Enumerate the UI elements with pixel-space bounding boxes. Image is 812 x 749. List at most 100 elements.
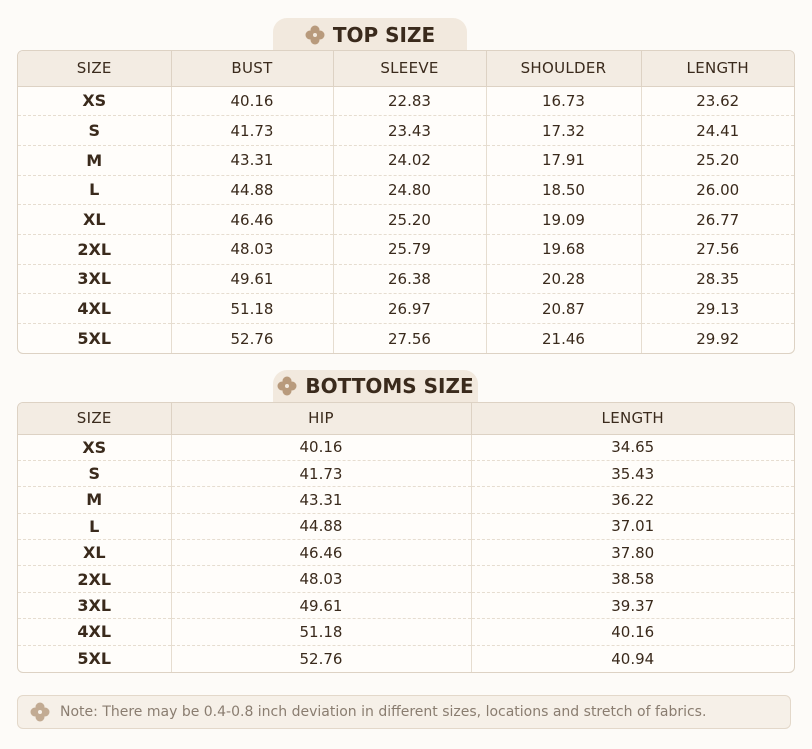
data-row: M 43.31 24.02 17.91 25.20 (18, 145, 794, 176)
value-cell: 49.61 (170, 264, 333, 295)
value-cell: 41.73 (170, 460, 471, 488)
size-cell: S (18, 460, 171, 488)
top-size-table: SIZE BUST SLEEVE SHOULDER LENGTH XS 40.16 22.83… (17, 50, 795, 355)
value-cell: 19.09 (485, 204, 641, 235)
value-cell: 40.16 (470, 618, 794, 646)
size-cell: XS (18, 86, 171, 117)
value-cell: 19.68 (485, 234, 641, 265)
value-cell: 52.76 (170, 323, 333, 354)
data-row: S 41.73 23.43 17.32 24.41 (18, 115, 794, 146)
value-cell: 24.80 (332, 175, 486, 206)
header-cell: HIP (170, 403, 471, 435)
data-row: 2XL 48.03 25.79 19.68 27.56 (18, 234, 794, 265)
size-cell: 4XL (18, 293, 171, 324)
value-cell: 17.91 (485, 145, 641, 176)
value-cell: 48.03 (170, 565, 471, 593)
data-row: 4XL 51.18 26.97 20.87 29.13 (18, 293, 794, 324)
data-row: 3XL 49.61 39.37 (18, 592, 794, 620)
section-title: TOP SIZE (332, 22, 436, 47)
size-cell: XL (18, 204, 171, 235)
value-cell: 37.01 (470, 513, 794, 541)
note-box: Note: There may be 0.4-0.8 inch deviatio… (17, 695, 791, 729)
size-cell: 3XL (18, 592, 171, 620)
note-label: Note: (60, 704, 98, 720)
header-cell: SIZE (18, 51, 171, 87)
data-row: L 44.88 37.01 (18, 513, 794, 541)
value-cell: 24.41 (640, 115, 794, 146)
data-row: 2XL 48.03 38.58 (18, 565, 794, 593)
section-title: BOTTOMS SIZE (305, 374, 474, 398)
value-cell: 40.16 (170, 434, 471, 461)
size-table: SIZE BUST SLEEVE SHOULDER LENGTH XS 40.16 22.83… (18, 51, 794, 354)
size-cell: 5XL (77, 649, 112, 669)
size-cell: 3XL (18, 264, 171, 295)
size-cell: 4XL (18, 618, 171, 646)
size-cell: 2XL (18, 565, 171, 593)
value-cell: 21.46 (485, 323, 641, 354)
size-cell: M (18, 486, 171, 514)
header-cell: SIZE (18, 403, 171, 435)
flower-icon (277, 376, 297, 396)
header-cell: SHOULDER (485, 51, 641, 87)
value-cell: 43.31 (170, 486, 471, 514)
data-row: XS 40.16 34.65 (18, 434, 794, 461)
value-cell: 51.18 (170, 293, 333, 324)
size-cell: M (18, 145, 171, 176)
note-text: There may be 0.4-0.8 inch deviation in d… (102, 704, 707, 720)
value-cell: 27.56 (332, 323, 486, 354)
value-cell: 16.73 (485, 86, 641, 117)
bottoms-size-tab: BOTTOMS SIZE (273, 370, 478, 402)
header-cell: LENGTH (640, 51, 794, 87)
value-cell: 17.32 (485, 115, 641, 146)
value-cell: 25.20 (640, 145, 794, 176)
size-cell: L (18, 175, 171, 206)
value-cell: 26.00 (640, 175, 794, 206)
value-cell: 24.02 (332, 145, 486, 176)
data-row: S 41.73 35.43 (18, 460, 794, 488)
data-row: M 43.31 36.22 (18, 486, 794, 514)
value-cell: 48.03 (170, 234, 333, 265)
data-row: 3XL 49.61 26.38 20.28 28.35 (18, 264, 794, 295)
value-cell: 20.28 (485, 264, 641, 295)
value-cell: 18.50 (485, 175, 641, 206)
value-cell: 52.76 (170, 645, 471, 672)
flower-icon (30, 702, 50, 722)
data-row: XL 46.46 25.20 19.09 26.77 (18, 204, 794, 235)
value-cell: 40.94 (470, 645, 794, 672)
value-cell: 26.77 (640, 204, 794, 235)
value-cell: 38.58 (470, 565, 794, 593)
value-cell: 29.13 (640, 293, 794, 324)
size-cell: 5XL (77, 329, 112, 349)
data-row: XS 40.16 22.83 16.73 23.62 (18, 86, 794, 117)
value-cell: 39.37 (470, 592, 794, 620)
value-cell: 36.22 (470, 486, 794, 514)
value-cell: 26.38 (332, 264, 486, 295)
bottoms-size-table: SIZE HIP LENGTH XS 40.16 34.65 S 41.73 35.43 M 43.… (17, 402, 795, 673)
value-cell: 46.46 (170, 539, 471, 567)
header-row: SIZE HIP LENGTH (18, 403, 794, 435)
value-cell: 51.18 (170, 618, 471, 646)
value-cell: 46.46 (170, 204, 333, 235)
size-cell: S (18, 115, 171, 146)
value-cell: 20.87 (485, 293, 641, 324)
value-cell: 34.65 (470, 434, 794, 461)
value-cell: 27.56 (640, 234, 794, 265)
size-cell: XL (18, 539, 171, 567)
header-row: SIZE BUST SLEEVE SHOULDER LENGTH (18, 51, 794, 87)
value-cell: 37.80 (470, 539, 794, 567)
value-cell: 44.88 (170, 513, 471, 541)
value-cell: 35.43 (470, 460, 794, 488)
value-cell: 41.73 (170, 115, 333, 146)
data-row: L 44.88 24.80 18.50 26.00 (18, 175, 794, 206)
value-cell: 25.79 (332, 234, 486, 265)
value-cell: 29.92 (640, 323, 794, 354)
value-cell: 28.35 (640, 264, 794, 295)
data-row: 4XL 51.18 40.16 (18, 618, 794, 646)
value-cell: 23.43 (332, 115, 486, 146)
value-cell: 23.62 (640, 86, 794, 117)
header-cell: LENGTH (470, 403, 794, 435)
value-cell: 40.16 (170, 86, 333, 117)
header-cell: BUST (170, 51, 333, 87)
flower-icon (305, 25, 325, 44)
